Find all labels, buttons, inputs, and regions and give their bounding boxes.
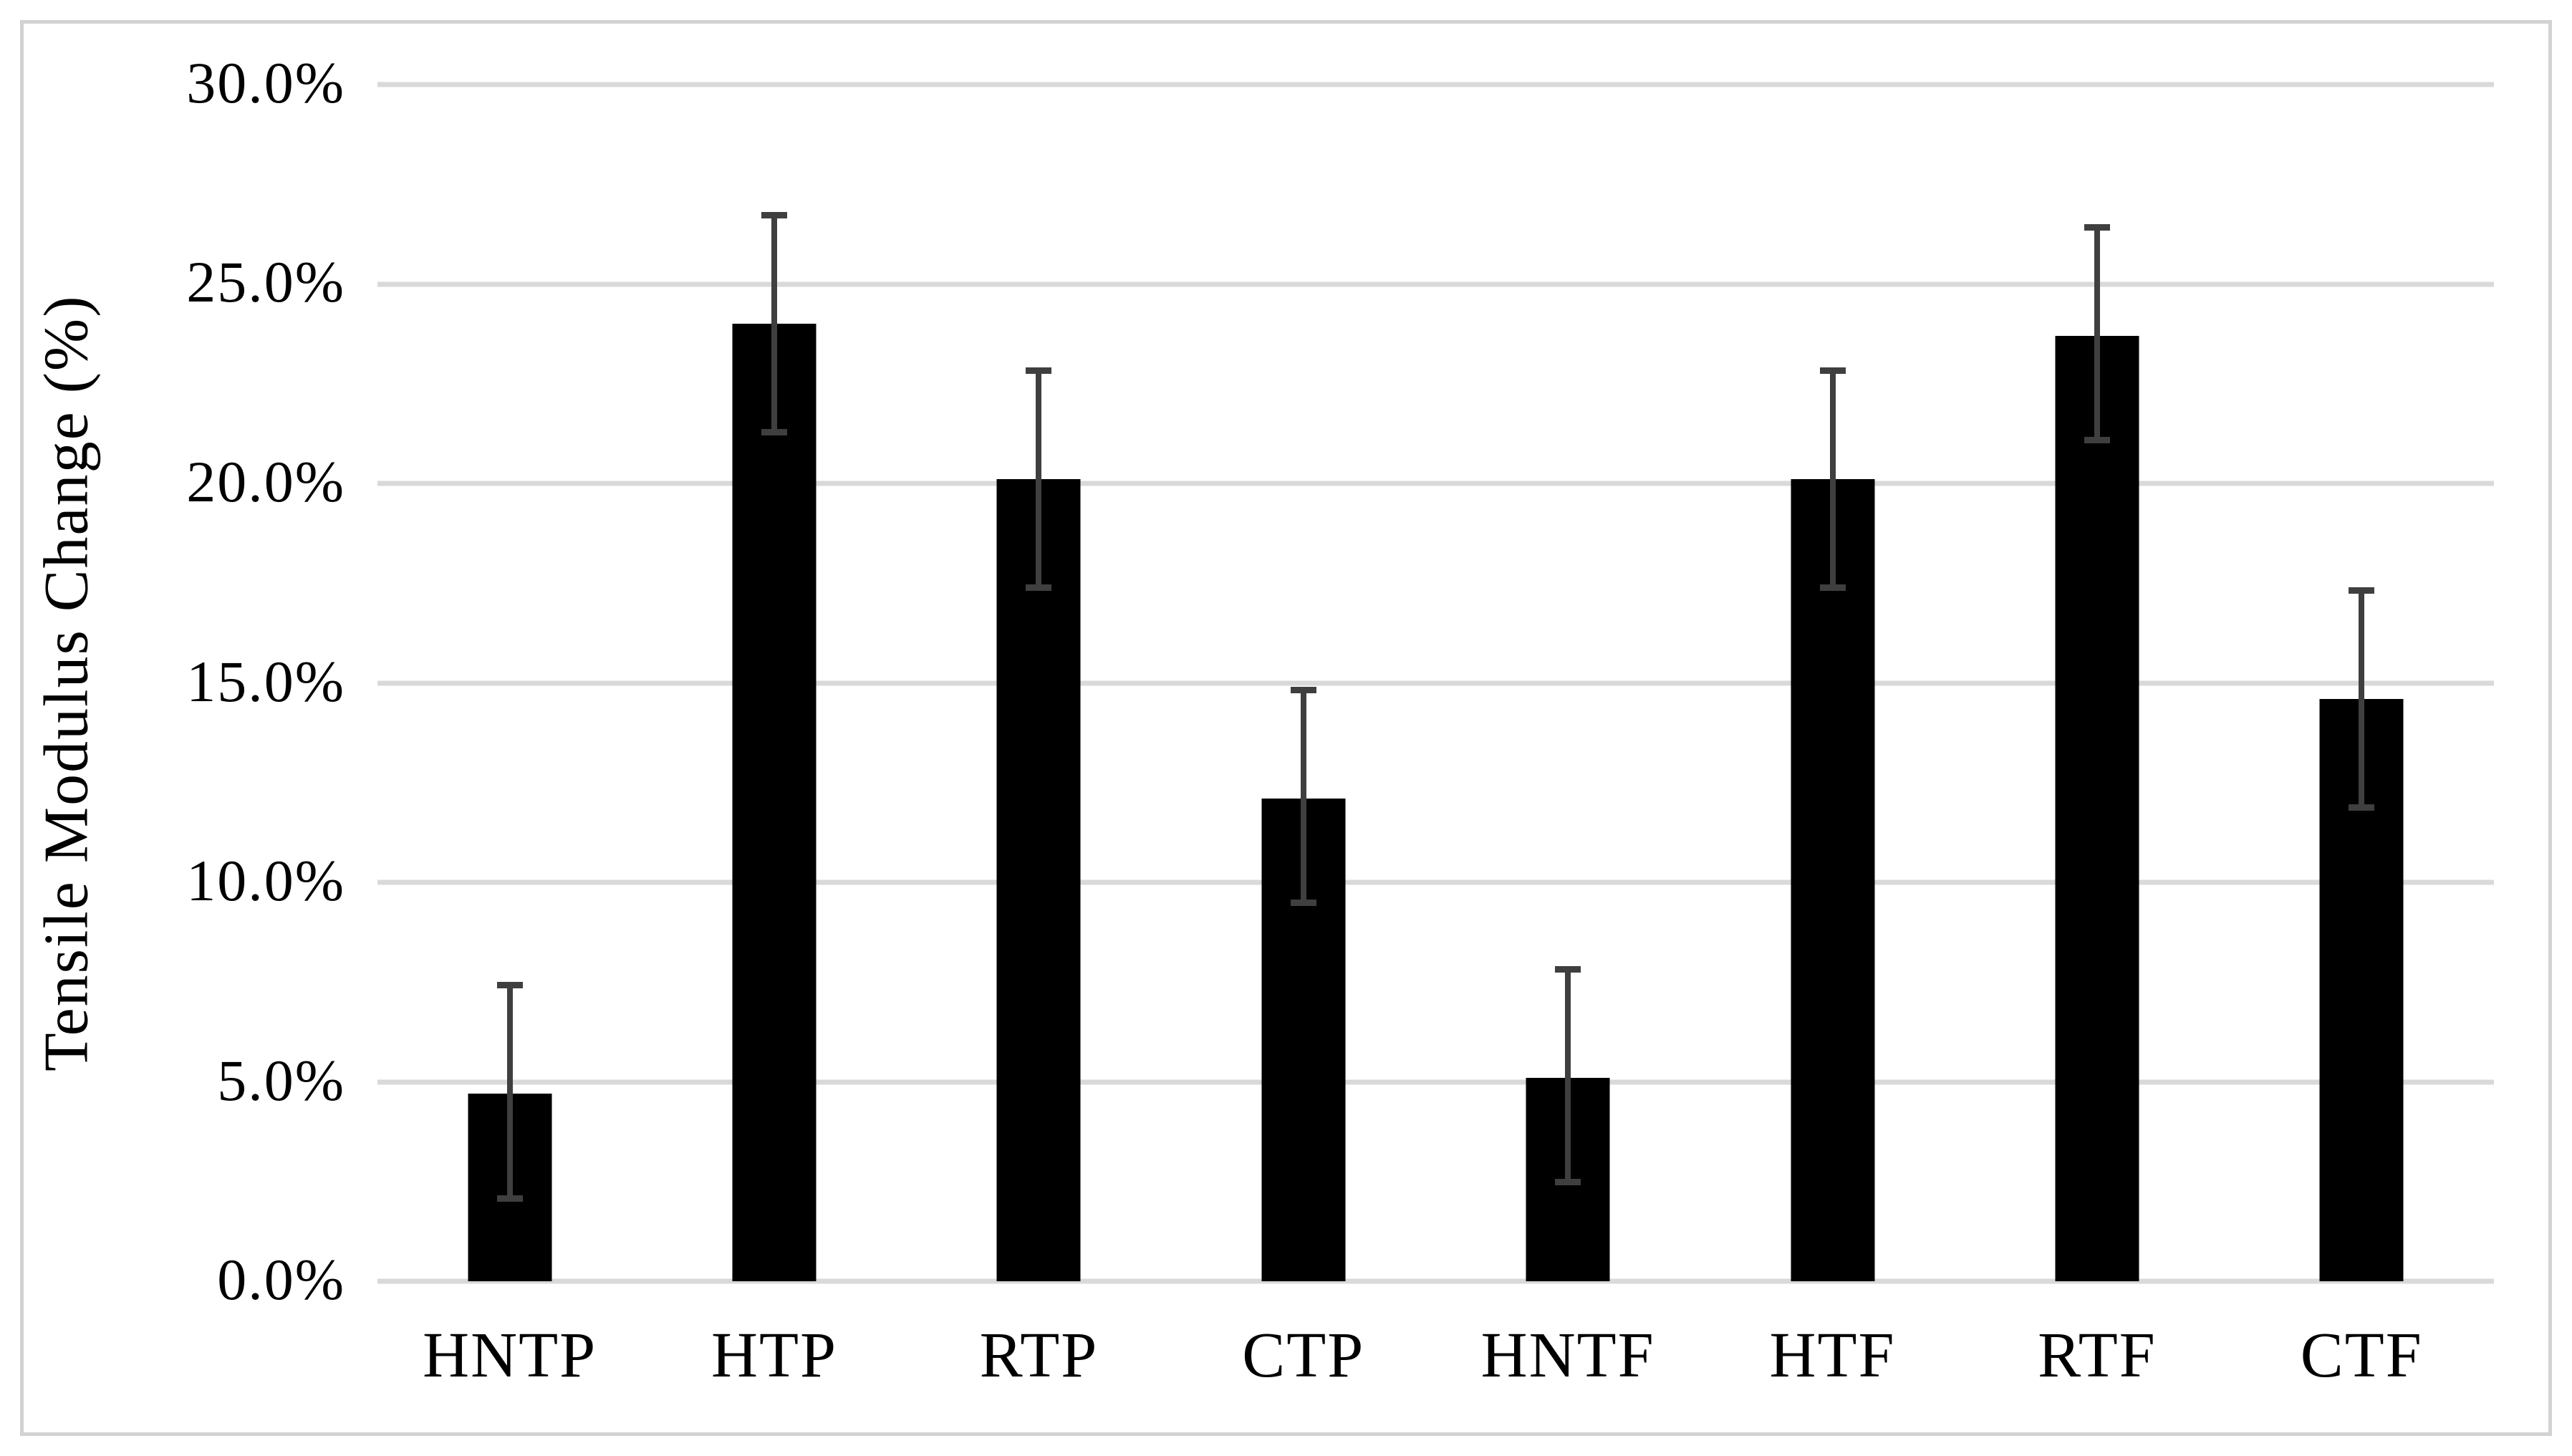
x-axis-tick-label: HTF <box>1769 1320 1896 1391</box>
y-axis-tick-label: 25.0% <box>186 249 345 315</box>
error-bar-bottom-cap <box>2349 804 2375 811</box>
gridline <box>377 481 2494 486</box>
error-bar <box>1290 687 1316 907</box>
error-bar-bottom-cap <box>1026 584 1052 592</box>
error-bar <box>2349 587 2375 811</box>
gridline <box>377 82 2494 87</box>
error-bar-bottom-cap <box>1290 900 1316 907</box>
plot-area <box>377 82 2494 1284</box>
x-axis-tick-label: HTP <box>711 1320 838 1391</box>
error-bar <box>2084 223 2110 444</box>
error-bar-stem <box>771 212 778 436</box>
y-axis-tick-label: 20.0% <box>186 449 345 515</box>
error-bar-stem <box>2359 587 2365 811</box>
x-axis-tick-label: HNTP <box>423 1320 597 1391</box>
x-axis-tick-label: RTP <box>979 1320 1099 1391</box>
gridline <box>377 879 2494 885</box>
error-bar <box>1026 367 1052 592</box>
error-bar-stem <box>1565 965 1571 1186</box>
x-axis-tick-label: RTF <box>2038 1320 2157 1391</box>
y-axis-tick-label: 15.0% <box>186 648 345 714</box>
bar <box>2055 335 2139 1281</box>
x-axis: HNTP HTP RTP CTP HNTF HTF RTF CTF <box>377 1281 2494 1424</box>
error-bar-bottom-cap <box>761 429 788 436</box>
error-bar-stem <box>1300 687 1306 907</box>
gridline <box>377 1079 2494 1085</box>
error-bar-bottom-cap <box>2084 437 2110 444</box>
y-axis-tick-label: 30.0% <box>186 50 345 116</box>
error-bar-stem <box>1829 367 1836 592</box>
bar <box>996 479 1081 1281</box>
error-bar <box>1555 965 1581 1186</box>
error-bar <box>761 212 788 436</box>
error-bar <box>496 982 523 1202</box>
y-axis-tick-label: 10.0% <box>186 848 345 914</box>
bar <box>732 324 817 1281</box>
y-axis: 0.0% 5.0% 10.0% 15.0% 20.0% 25.0% 30.0% <box>0 50 345 1312</box>
error-bar-stem <box>1036 367 1042 592</box>
error-bar-bottom-cap <box>496 1195 523 1202</box>
gridline <box>377 680 2494 685</box>
error-bar <box>1819 367 1846 592</box>
gridline <box>377 1278 2494 1284</box>
x-axis-tick-label: CTP <box>1242 1320 1365 1391</box>
gridline <box>377 281 2494 286</box>
error-bar-bottom-cap <box>1555 1179 1581 1186</box>
bar <box>1791 479 1875 1281</box>
x-axis-tick-label: CTF <box>2300 1320 2423 1391</box>
error-bar-stem <box>506 982 513 1202</box>
error-bar-bottom-cap <box>1819 584 1846 592</box>
y-axis-tick-label: 0.0% <box>217 1247 345 1313</box>
error-bar-stem <box>2094 223 2100 444</box>
x-axis-tick-label: HNTF <box>1480 1320 1655 1391</box>
y-axis-tick-label: 5.0% <box>217 1047 345 1113</box>
figure-border <box>20 20 2552 1436</box>
